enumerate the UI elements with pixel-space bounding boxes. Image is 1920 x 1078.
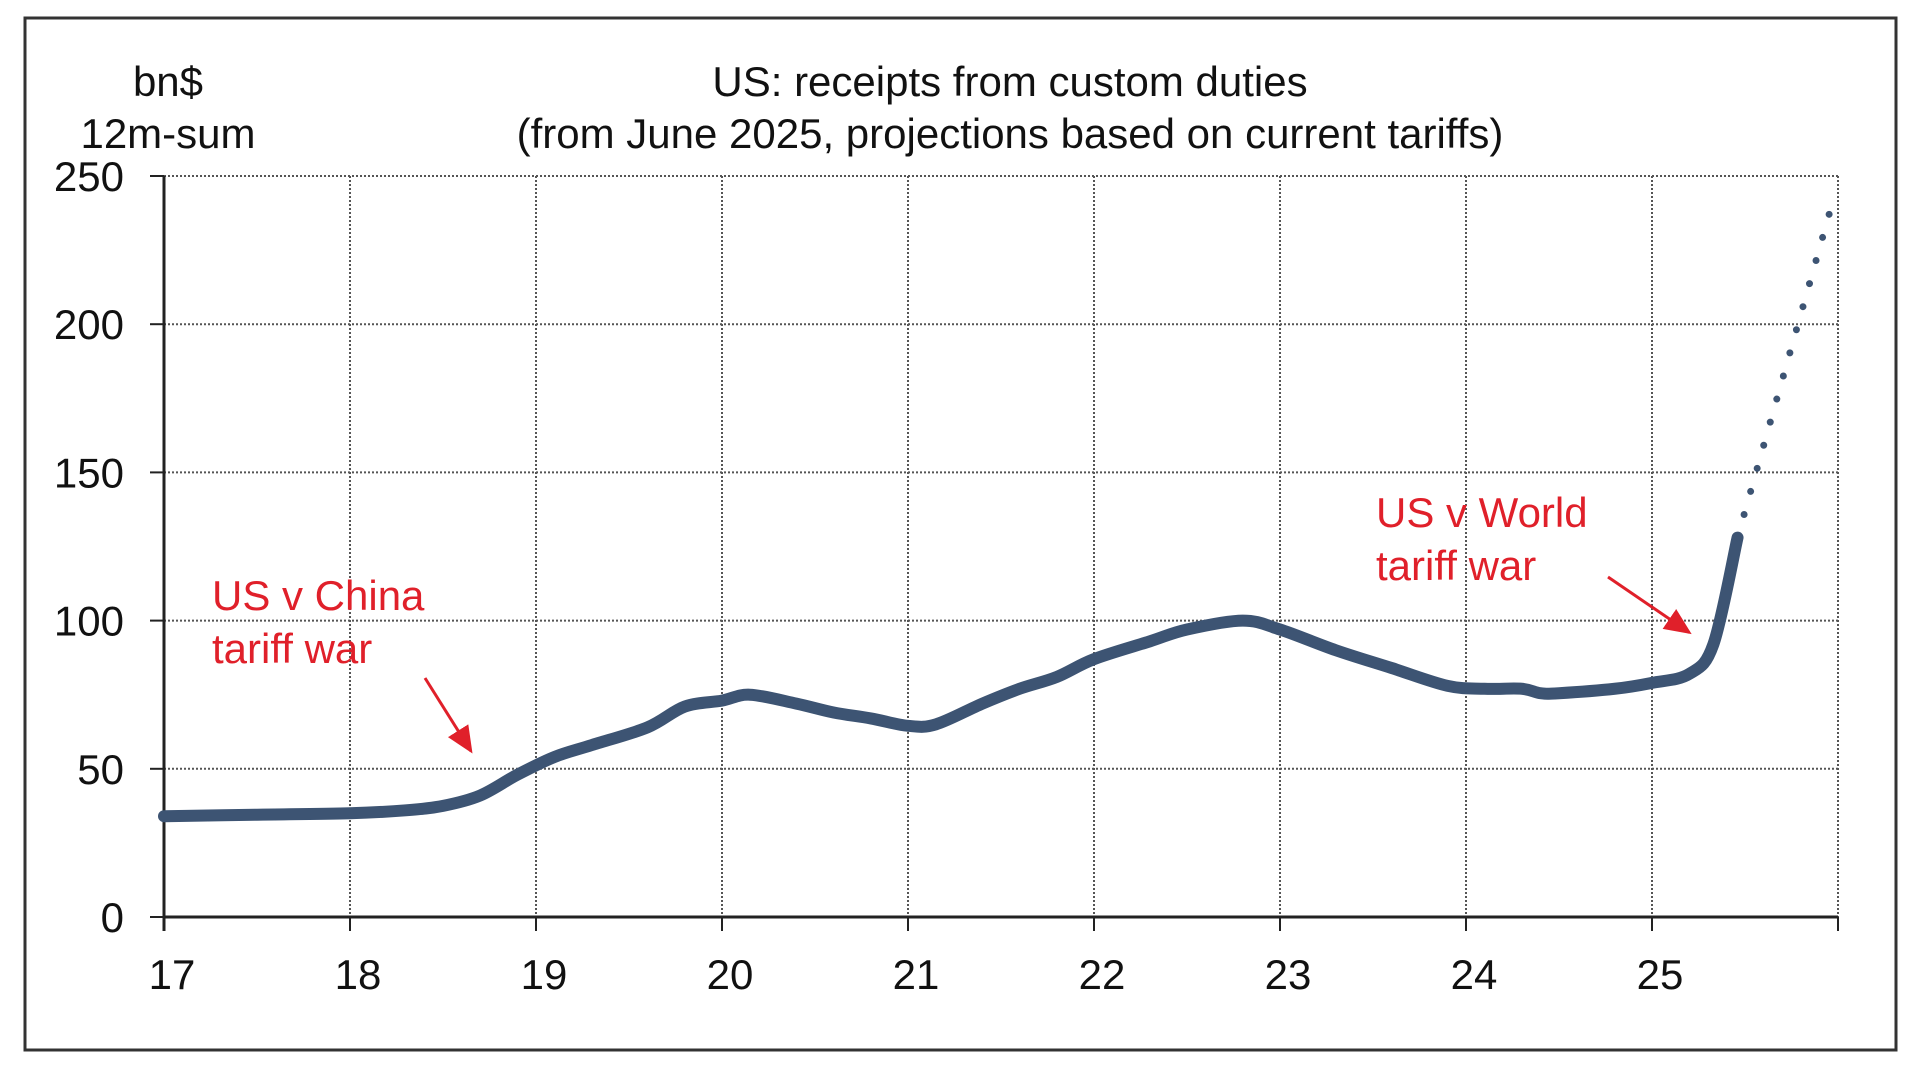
x-tick-label: 23	[1265, 951, 1312, 998]
chart-title: US: receipts from custom duties	[712, 58, 1307, 105]
x-tick-label: 18	[335, 951, 382, 998]
y-tick-label: 200	[54, 301, 124, 348]
x-tick-label: 24	[1451, 951, 1498, 998]
y-axis-unit: bn$	[133, 58, 203, 105]
series-line-projection	[1734, 199, 1836, 542]
y-tick-label: 0	[101, 894, 124, 941]
x-tick-label: 21	[893, 951, 940, 998]
x-tick-label: 17	[149, 951, 196, 998]
y-tick-label: 100	[54, 598, 124, 645]
chart-subtitle: (from June 2025, projections based on cu…	[517, 110, 1504, 157]
x-tick-label: 22	[1079, 951, 1126, 998]
annotation-text: US v World	[1376, 489, 1588, 536]
series	[158, 199, 1836, 823]
grid	[164, 175, 1839, 917]
annotation-text: US v China	[212, 572, 425, 619]
tick-labels: 0 50 100 150 200 250 17 18 19 20 21 22 23 24 25	[54, 153, 1683, 998]
axes	[150, 175, 1839, 931]
annotation-text: tariff war	[212, 625, 372, 672]
series-line-actual	[158, 531, 1744, 823]
y-tick-label: 250	[54, 153, 124, 200]
y-tick-label: 150	[54, 449, 124, 496]
y-axis-label: 12m-sum	[80, 110, 255, 157]
annotations: US v China tariff war US v World tariff war	[212, 489, 1692, 754]
annotation-arrow	[423, 677, 473, 754]
x-tick-label: 19	[521, 951, 568, 998]
y-tick-label: 50	[77, 746, 124, 793]
annotation-text: tariff war	[1376, 542, 1536, 589]
x-tick-label: 20	[707, 951, 754, 998]
x-tick-label: 25	[1637, 951, 1684, 998]
chart-frame	[23, 16, 1898, 1052]
annotation-arrow	[1607, 575, 1692, 635]
